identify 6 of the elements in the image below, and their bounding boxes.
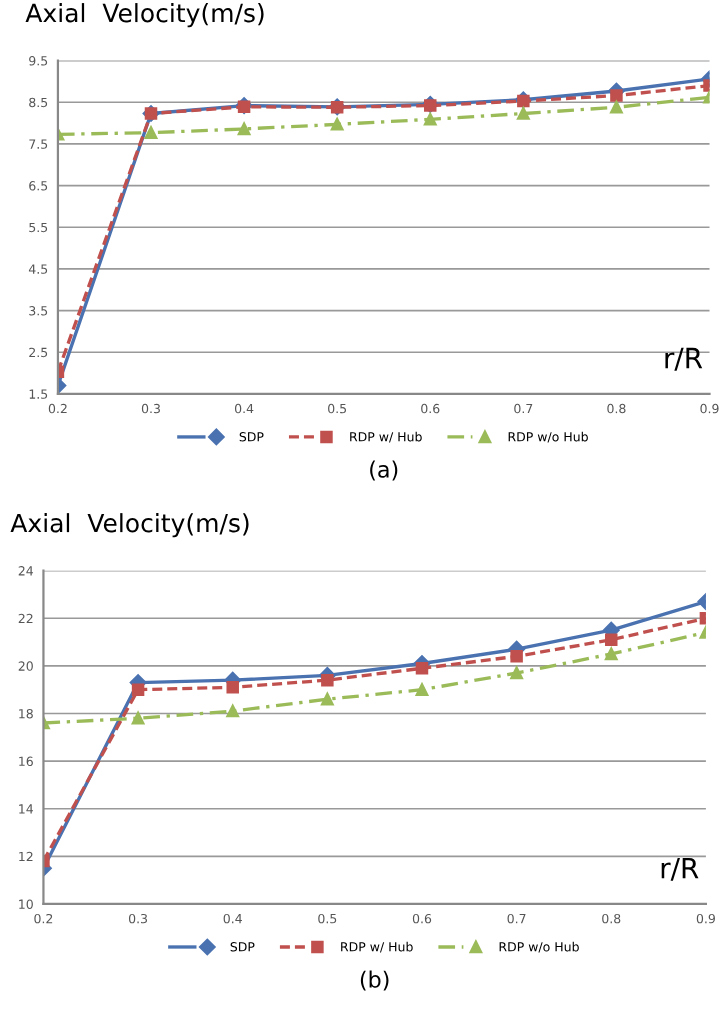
- x-axis-title: r/R: [661, 857, 699, 881]
- text: (b): [360, 970, 389, 991]
- y-axis-title: Axial Velocity(m/s): [10, 513, 249, 538]
- y-axis-title: Axial Velocity(m/s): [25, 3, 264, 28]
- x-axis-title: r/R: [665, 347, 703, 371]
- text: (a): [370, 460, 398, 481]
